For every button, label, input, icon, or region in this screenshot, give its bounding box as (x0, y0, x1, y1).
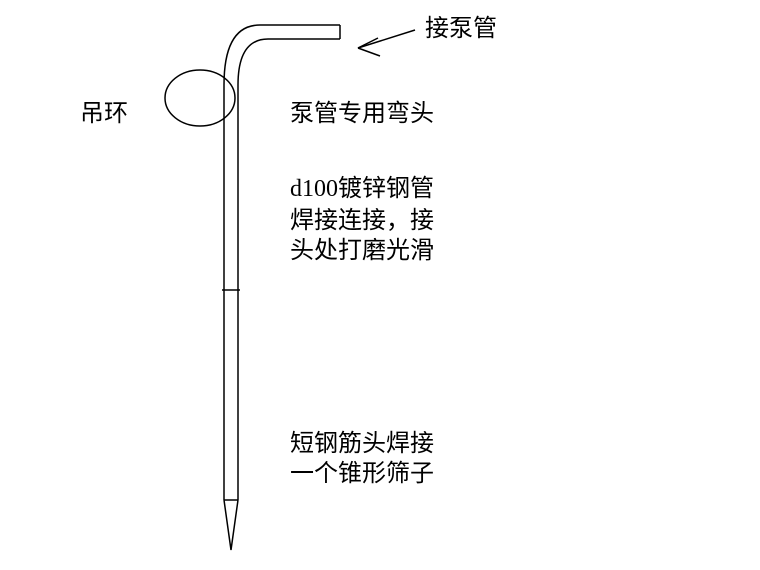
label-pump-pipe: 接泵管 (425, 15, 497, 44)
label-lifting-ring: 吊环 (80, 100, 128, 129)
arrow-head-2 (358, 48, 380, 56)
arrow-shaft (358, 30, 415, 48)
label-galvanized-pipe: d100镀锌钢管 (290, 175, 434, 204)
label-elbow: 泵管专用弯头 (290, 100, 434, 129)
label-rebar-tip-2: 一个锥形筛子 (290, 460, 434, 489)
elbow-outer (224, 25, 340, 85)
elbow-inner (238, 39, 340, 85)
cone-tip (224, 500, 238, 550)
label-rebar-tip-1: 短钢筋头焊接 (290, 430, 434, 459)
label-weld-note-2: 头处打磨光滑 (290, 237, 434, 266)
label-weld-note-1: 焊接连接，接 (290, 207, 434, 236)
